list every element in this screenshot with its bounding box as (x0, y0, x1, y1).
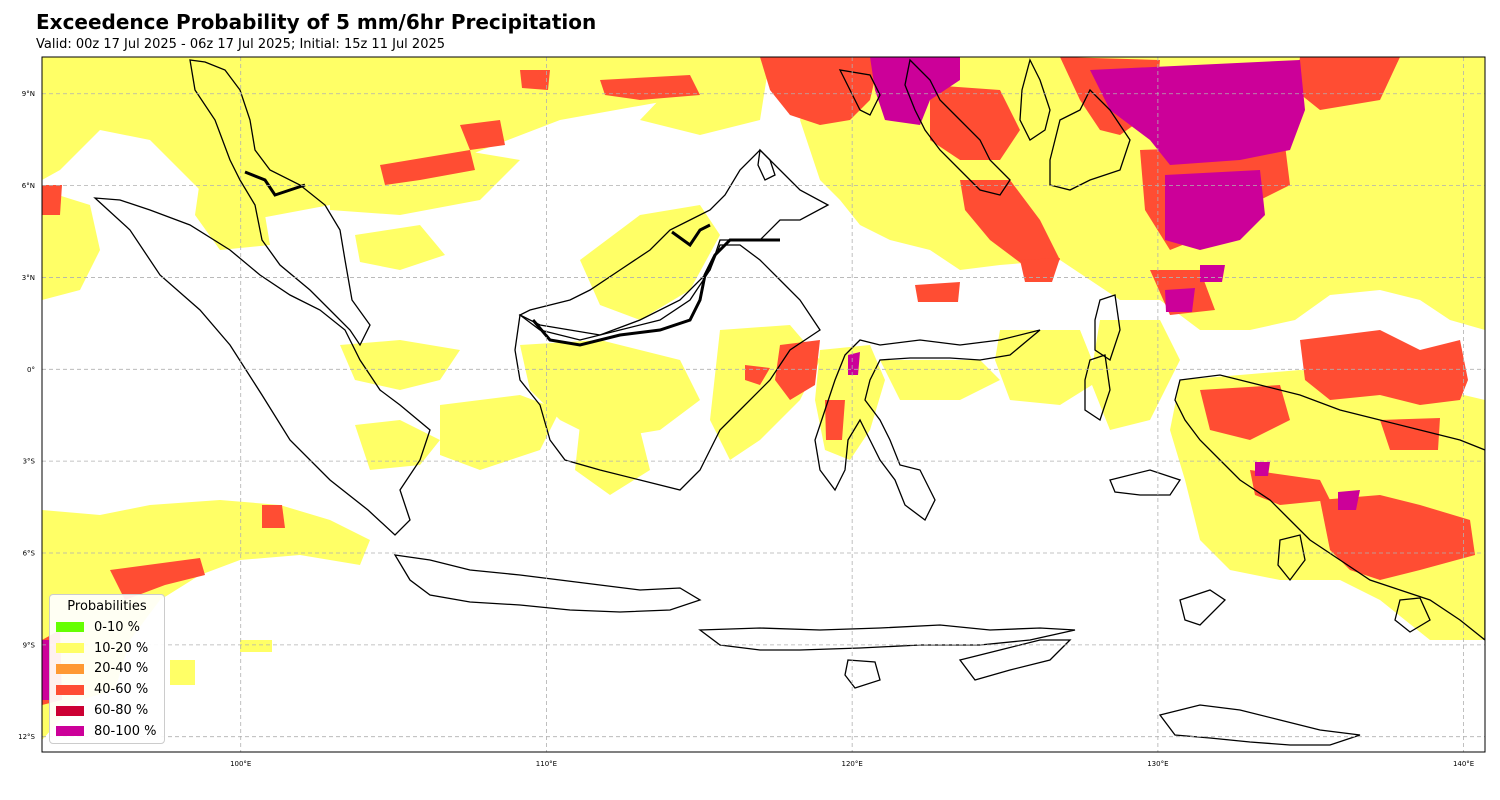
latitude-tick-label: 0° (27, 366, 35, 374)
legend-label: 0-10 % (94, 619, 140, 635)
latitude-tick-label: 6°S (23, 549, 36, 557)
longitude-tick-label: 130°E (1147, 760, 1168, 768)
legend-swatch (56, 663, 84, 674)
legend-item-20-40: 20-40 % (56, 659, 158, 680)
longitude-tick-label: 100°E (230, 760, 251, 768)
latitude-tick-label: 3°S (23, 458, 36, 466)
international-borders (244, 170, 780, 347)
legend-swatch (56, 622, 84, 633)
legend-item-40-60: 40-60 % (56, 679, 158, 700)
latitude-tick-label: 6°N (22, 182, 35, 190)
legend-swatch (56, 684, 84, 695)
longitude-tick-label: 140°E (1453, 760, 1474, 768)
axis-tick-labels: 100°E 110°E 120°E 130°E 140°E 9°N 6°N 3°N 0° 3°S 6… (18, 90, 1474, 768)
coastlines (93, 58, 1485, 746)
latitude-tick-label: 12°S (18, 733, 35, 741)
legend-swatch (56, 726, 84, 737)
legend-item-0-10: 0-10 % (56, 617, 158, 638)
legend-label: 60-80 % (94, 703, 149, 719)
longitude-tick-label: 120°E (842, 760, 863, 768)
legend-label: 10-20 % (94, 640, 149, 656)
legend-swatch (56, 643, 84, 654)
longitude-tick-label: 110°E (536, 760, 557, 768)
legend-item-10-20: 10-20 % (56, 638, 158, 659)
legend-label: 40-60 % (94, 682, 149, 698)
latitude-tick-label: 9°N (22, 90, 35, 98)
map-title: Exceedence Probability of 5 mm/6hr Preci… (36, 10, 597, 34)
legend-label: 20-40 % (94, 661, 149, 677)
legend-swatch (56, 705, 84, 716)
map-frame (41, 56, 1486, 753)
latitude-tick-label: 3°N (22, 274, 35, 282)
map-subtitle: Valid: 00z 17 Jul 2025 - 06z 17 Jul 2025… (36, 37, 446, 52)
legend-title: Probabilities (67, 599, 147, 614)
legend-item-80-100: 80-100 % (56, 721, 158, 742)
prob-80-100-areas (42, 57, 1360, 700)
latitude-tick-label: 9°S (23, 641, 36, 649)
legend-item-60-80: 60-80 % (56, 700, 158, 721)
legend-label: 80-100 % (94, 723, 157, 739)
legend: Probabilities 0-10 % 10-20 % 20-40 % 40-… (49, 594, 165, 744)
gridlines (42, 57, 1485, 752)
